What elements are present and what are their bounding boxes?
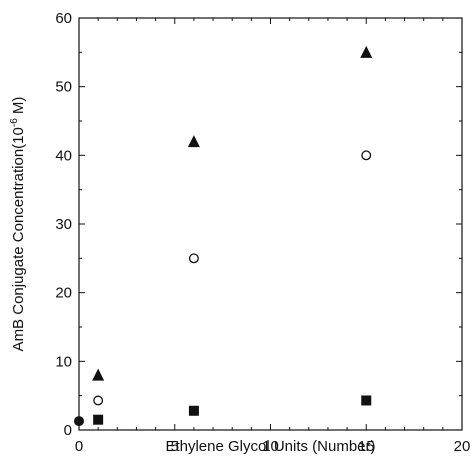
triangle-point — [360, 45, 373, 58]
x-axis-ticks: 0 5 10 15 20 — [75, 18, 471, 455]
y-tick-label: 0 — [64, 422, 72, 439]
y-axis-ticks: 0 10 20 30 40 50 60 — [55, 10, 462, 439]
x-tick-label: 0 — [75, 438, 83, 455]
triangle-point — [92, 368, 105, 381]
y-tick-label: 30 — [55, 216, 72, 233]
y-axis-title-exponent: -6 — [9, 118, 20, 127]
y-tick-label: 20 — [55, 285, 72, 302]
y-tick-label: 10 — [55, 353, 72, 370]
open-circle-point — [93, 395, 104, 406]
x-axis-title: Ethylene Glycol Units (Number) — [165, 438, 375, 455]
plot-frame — [78, 17, 463, 431]
y-tick-label: 60 — [55, 10, 72, 27]
axes: 0 5 10 15 20 0 10 20 30 40 50 60 — [55, 10, 470, 455]
y-axis-title-unit: M) — [10, 97, 27, 119]
y-tick-label: 40 — [55, 147, 72, 164]
x-tick-label: 20 — [454, 438, 471, 455]
square-point — [93, 414, 104, 425]
triangle-point — [187, 135, 200, 148]
x-tick-label: 10 — [262, 438, 279, 455]
x-tick-label: 5 — [171, 438, 179, 455]
y-tick-label: 50 — [55, 79, 72, 96]
square-point — [188, 405, 199, 416]
data-points — [74, 45, 373, 427]
y-axis-title-main: AmB Conjugate Concentration(10 — [10, 127, 27, 351]
y-axis-title: AmB Conjugate Concentration(10-6 M) — [9, 97, 27, 352]
filled-circle-point — [74, 416, 84, 427]
open-circle-point — [361, 150, 372, 161]
x-tick-label: 15 — [358, 438, 375, 455]
square-point — [361, 395, 372, 406]
open-circle-point — [188, 253, 199, 264]
